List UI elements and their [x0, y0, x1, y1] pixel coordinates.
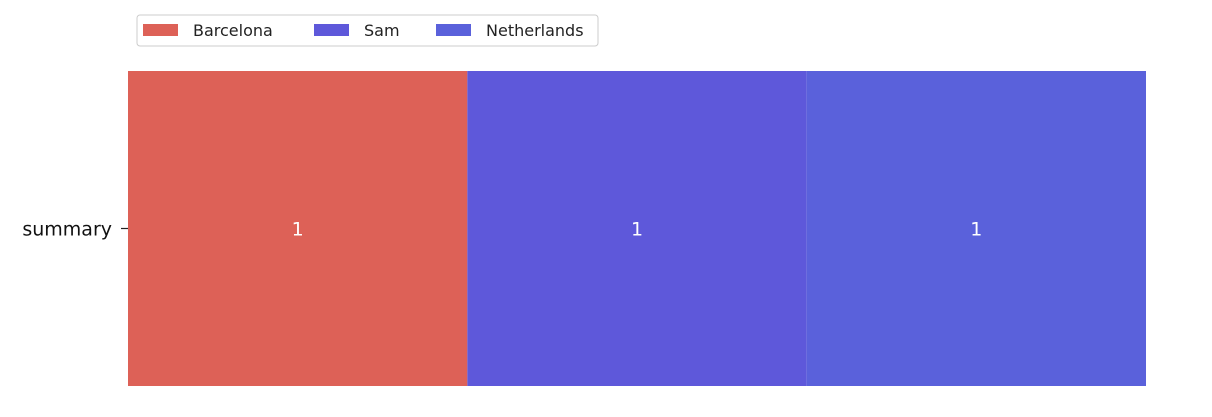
- y-axis: summary: [22, 219, 128, 241]
- legend: Barcelona Sam Netherlands: [136, 14, 599, 47]
- legend-label: Netherlands: [486, 21, 584, 40]
- legend-swatch: [436, 24, 471, 36]
- legend-swatch: [314, 24, 349, 36]
- legend-label: Barcelona: [193, 21, 273, 40]
- bar-sam: [467, 71, 807, 386]
- bars-layer: 1 1 1: [128, 71, 1146, 386]
- legend-swatch: [143, 24, 178, 36]
- bar-value-label: 1: [292, 219, 304, 241]
- legend-frame: [136, 14, 599, 47]
- legend-label: Sam: [364, 21, 400, 40]
- bar-value-label: 1: [970, 219, 982, 241]
- bar-value-label: 1: [631, 219, 643, 241]
- bar-netherlands: [806, 71, 1146, 386]
- bar-barcelona: [128, 71, 468, 386]
- y-tick-label: summary: [22, 219, 112, 241]
